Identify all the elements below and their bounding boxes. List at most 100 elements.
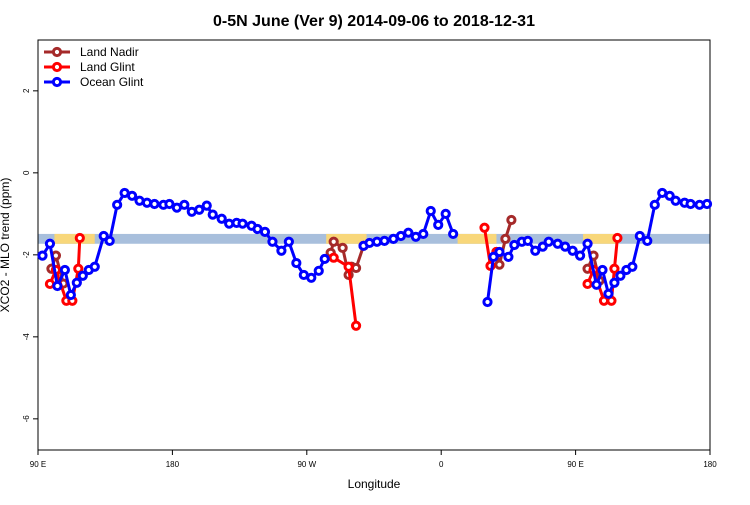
series-point (597, 264, 608, 276)
series-point (149, 198, 160, 210)
legend-marker (51, 76, 63, 88)
y-tick-label: -4 (22, 333, 31, 341)
x-axis-label: Longitude (348, 477, 401, 491)
series-point (537, 241, 548, 252)
series-point (615, 270, 626, 281)
series-point (89, 261, 100, 272)
series-point (591, 279, 602, 290)
y-tick-label: -6 (22, 415, 31, 423)
series-point (276, 245, 287, 256)
series-point (328, 236, 339, 247)
series-point (379, 235, 390, 246)
series-point (494, 246, 505, 258)
series-point (112, 199, 123, 210)
land-band (326, 233, 367, 244)
legend-marker (51, 46, 63, 58)
series-point (670, 195, 681, 206)
series-point (530, 245, 541, 256)
series-point (65, 289, 76, 301)
series-point (259, 226, 271, 237)
series-point (71, 277, 82, 288)
series-point (612, 232, 623, 244)
series-point (649, 199, 660, 210)
x-tick-label: 90 E (30, 460, 46, 469)
series-point (328, 252, 339, 263)
series-point (164, 198, 175, 210)
series-point (627, 261, 638, 272)
series-point (126, 190, 138, 201)
series-point (350, 320, 362, 331)
series-point (609, 263, 620, 274)
y-tick-label: 0 (22, 170, 31, 175)
series-point (574, 250, 586, 261)
land-band (583, 233, 616, 244)
series-point (313, 265, 324, 276)
series-point (482, 296, 493, 308)
series-point (201, 200, 212, 211)
series-point (403, 227, 414, 238)
series-point (543, 236, 554, 247)
series-point (291, 257, 302, 269)
series-point (522, 235, 533, 246)
series-point (59, 264, 70, 276)
series-point (283, 236, 294, 247)
chart-title: 0-5N June (Ver 9) 2014-09-06 to 2018-12-… (213, 13, 535, 30)
series-point (104, 235, 115, 246)
series-point (701, 198, 713, 210)
x-tick-label: 180 (703, 460, 717, 469)
series-point (560, 241, 571, 252)
series-point (582, 278, 593, 290)
series-point (664, 190, 675, 201)
series-point (634, 230, 645, 242)
series-point (685, 198, 696, 210)
x-tick-label: 180 (166, 460, 180, 469)
series-point (306, 272, 317, 283)
series-point (479, 222, 490, 233)
series-point (503, 251, 514, 262)
series-point (506, 214, 517, 226)
y-axis-label: XCO2 - MLO trend (ppm) (0, 178, 12, 313)
series-point (37, 250, 48, 261)
series-point (425, 205, 436, 217)
series-point (194, 204, 205, 215)
series-point (582, 238, 593, 249)
y-tick-label: 2 (22, 88, 31, 93)
series-point (237, 218, 248, 229)
series-point (267, 236, 278, 247)
series-point (433, 219, 444, 231)
series-point (448, 228, 459, 240)
land-band (54, 233, 95, 244)
x-tick-label: 0 (439, 460, 444, 469)
series-point (207, 209, 218, 220)
series-point (98, 230, 109, 242)
series-point (216, 213, 227, 224)
series-point (488, 251, 499, 262)
series-point (343, 261, 354, 272)
plot-frame (37, 39, 711, 451)
x-tick-label: 90 W (297, 460, 316, 469)
y-tick-label: -2 (22, 251, 31, 259)
series-point (77, 270, 88, 281)
legend-label: Land Glint (80, 60, 135, 74)
series-point (319, 253, 330, 265)
series-point (418, 228, 429, 240)
series-point (52, 280, 63, 292)
series-point (179, 199, 190, 210)
land-band (457, 233, 497, 244)
series-point (603, 288, 614, 299)
series-point (73, 263, 84, 274)
series-point (337, 242, 348, 253)
legend-marker (51, 61, 63, 73)
x-tick-label: 90 E (567, 460, 583, 469)
legend-label: Land Nadir (80, 45, 139, 59)
series-point (500, 233, 511, 244)
series-point (494, 259, 505, 270)
series-point (567, 245, 578, 256)
series-point (440, 208, 451, 219)
series-point (642, 235, 653, 246)
series-point (609, 277, 620, 288)
legend-label: Ocean Glint (80, 75, 144, 89)
series-point (74, 232, 85, 244)
series-point (44, 238, 56, 249)
